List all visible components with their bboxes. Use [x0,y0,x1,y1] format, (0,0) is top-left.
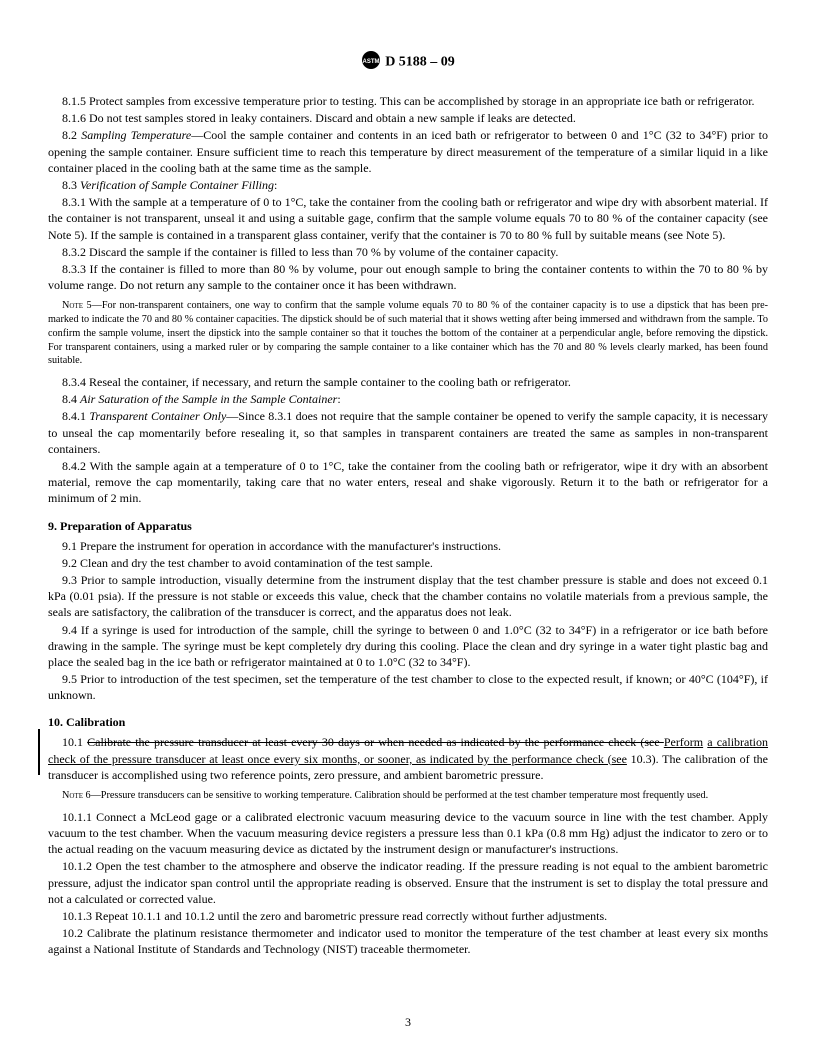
para-8-4-2: 8.4.2 With the sample again at a tempera… [48,458,768,507]
para-8-4-1-prefix: 8.4.1 [62,409,89,423]
page-number: 3 [0,1015,816,1030]
para-8-4-title: Air Saturation of the Sample in the Samp… [80,392,337,406]
para-8-3-4: 8.3.4 Reseal the container, if necessary… [48,374,768,390]
para-9-3: 9.3 Prior to sample introduction, visual… [48,572,768,621]
para-8-1-5: 8.1.5 Protect samples from excessive tem… [48,93,768,109]
document-header: ASTM D 5188 – 09 [48,50,768,75]
para-8-1-6: 8.1.6 Do not test samples stored in leak… [48,110,768,126]
para-10-1-1: 10.1.1 Connect a McLeod gage or a calibr… [48,809,768,858]
note-6: Note 6—Pressure transducers can be sensi… [48,789,768,803]
para-10-1-2: 10.1.2 Open the test chamber to the atmo… [48,858,768,907]
para-8-3-1: 8.3.1 With the sample at a temperature o… [48,194,768,243]
revision-bar-icon [38,729,40,775]
para-10-2: 10.2 Calibrate the platinum resistance t… [48,925,768,957]
para-8-3-title: Verification of Sample Container Filling [80,178,274,192]
para-8-4-1: 8.4.1 Transparent Container Only—Since 8… [48,408,768,457]
para-9-1: 9.1 Prepare the instrument for operation… [48,538,768,554]
para-8-2: 8.2 Sampling Temperature—Cool the sample… [48,127,768,176]
astm-logo-icon: ASTM [361,50,381,75]
para-8-4-prefix: 8.4 [62,392,80,406]
para-8-3-3: 8.3.3 If the container is filled to more… [48,261,768,293]
note-5: Note 5—For non-transparent containers, o… [48,299,768,368]
note-5-body: —For non-transparent containers, one way… [48,300,768,366]
note-6-label: Note 6 [62,790,91,801]
para-10-1-prefix: 10.1 [62,735,87,749]
section-10-heading: 10. Calibration [48,715,768,730]
para-9-4: 9.4 If a syringe is used for introductio… [48,622,768,671]
para-8-3-prefix: 8.3 [62,178,80,192]
para-8-4: 8.4 Air Saturation of the Sample in the … [48,391,768,407]
para-8-4-suffix: : [337,392,340,406]
page-container: ASTM D 5188 – 09 8.1.5 Protect samples f… [0,0,816,1056]
para-9-5: 9.5 Prior to introduction of the test sp… [48,671,768,703]
designation-text: D 5188 – 09 [385,55,455,70]
para-8-2-prefix: 8.2 [62,128,81,142]
para-8-3: 8.3 Verification of Sample Container Fil… [48,177,768,193]
note-6-body: —Pressure transducers can be sensitive t… [91,790,709,801]
para-9-2: 9.2 Clean and dry the test chamber to av… [48,555,768,571]
para-8-3-2: 8.3.2 Discard the sample if the containe… [48,244,768,260]
para-8-3-suffix: : [274,178,277,192]
section-9-heading: 9. Preparation of Apparatus [48,519,768,534]
para-8-2-title: Sampling Temperature [81,128,191,142]
note-5-label: Note 5 [62,300,92,311]
para-10-1: 10.1 Calibrate the pressure transducer a… [48,734,768,783]
svg-text:ASTM: ASTM [363,59,380,65]
para-10-1-under1: Perform [664,735,703,749]
para-8-4-1-title: Transparent Container Only [89,409,226,423]
para-10-1-strike: Calibrate the pressure transducer at lea… [87,735,664,749]
para-10-1-3: 10.1.3 Repeat 10.1.1 and 10.1.2 until th… [48,908,768,924]
